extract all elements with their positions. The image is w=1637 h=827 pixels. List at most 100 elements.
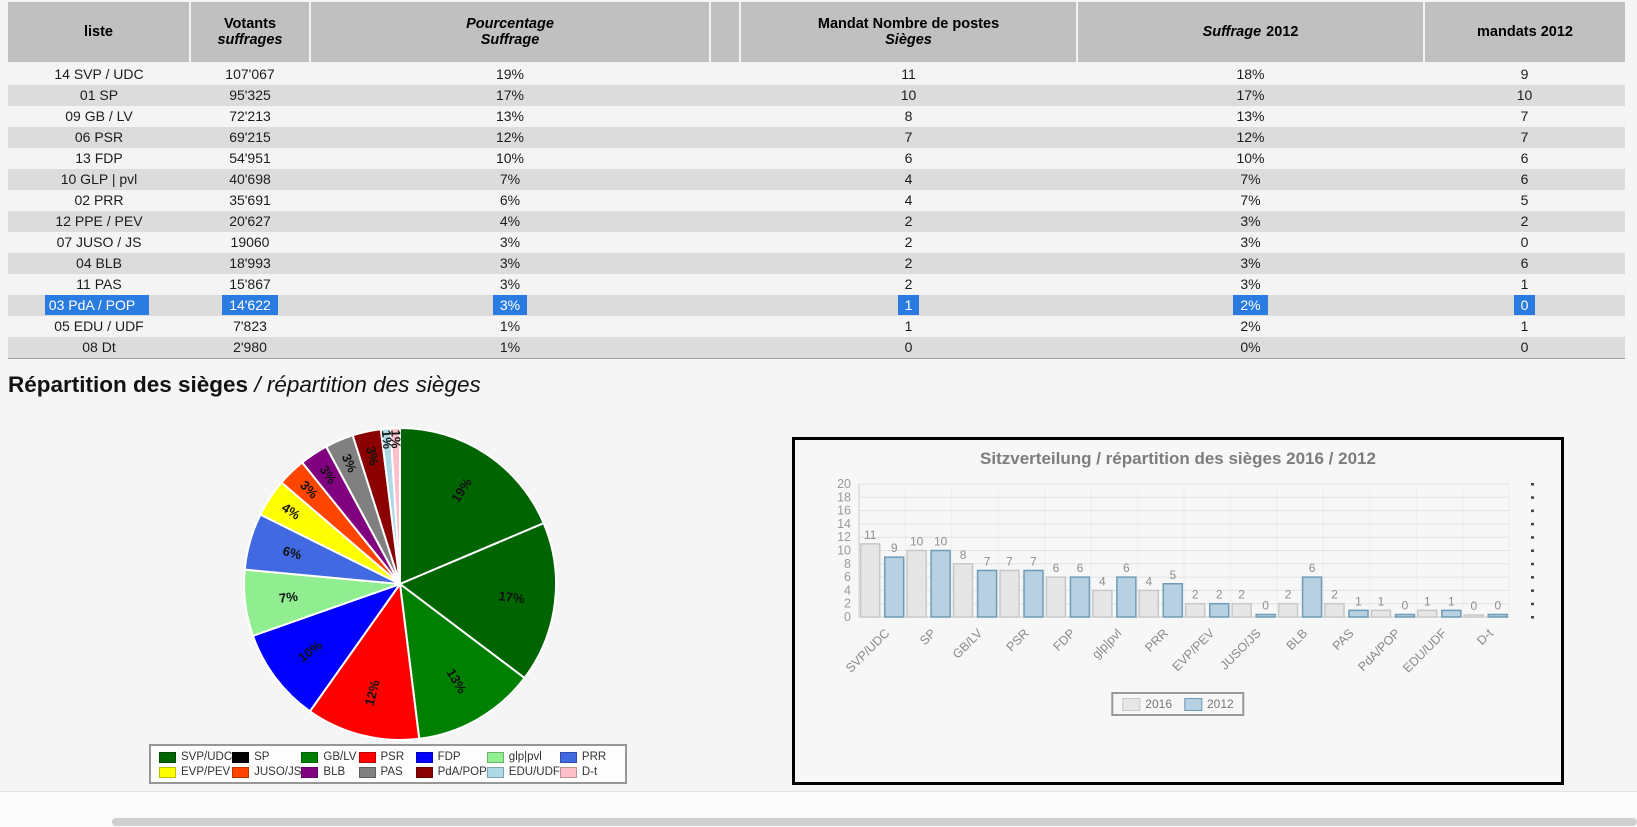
table-row[interactable]: 06 PSR 69'215 12% 7 12% 7 — [8, 127, 1625, 148]
table-cell[interactable]: 07 JUSO / JS — [56, 234, 142, 250]
table-cell[interactable]: 12% — [1236, 129, 1265, 145]
table-cell[interactable]: 3% — [310, 295, 710, 316]
table-cell[interactable]: 10% — [1236, 150, 1265, 166]
table-cell[interactable]: 54'951 — [229, 150, 271, 166]
table-cell[interactable]: 10 GLP | pvl — [60, 171, 138, 187]
table-row[interactable]: 04 BLB 18'993 3% 2 3% 6 — [8, 253, 1625, 274]
table-cell[interactable]: 9 — [1520, 66, 1529, 82]
table-cell[interactable]: 69'215 — [229, 129, 271, 145]
table-row[interactable]: 12 PPE / PEV 20'627 4% 2 3% 2 — [8, 211, 1625, 232]
table-cell[interactable]: 14 SVP / UDC — [54, 66, 144, 82]
table-cell[interactable]: 4% — [499, 213, 521, 229]
table-row[interactable]: 11 PAS 15'867 3% 2 3% 1 — [8, 274, 1625, 295]
table-cell[interactable]: 2 — [904, 255, 913, 271]
table-cell[interactable]: 6 — [1520, 171, 1529, 187]
table-cell[interactable]: 7 — [1520, 129, 1529, 145]
table-cell[interactable]: 18% — [1236, 66, 1265, 82]
table-cell[interactable]: 06 PSR — [74, 129, 124, 145]
table-cell[interactable]: 1% — [310, 337, 710, 359]
table-cell[interactable]: 7 — [904, 129, 913, 145]
table-cell[interactable]: 3% — [1240, 234, 1261, 250]
table-cell[interactable]: 03 PdA / POP — [8, 295, 190, 316]
table-cell[interactable]: 6 — [904, 150, 913, 166]
table-cell[interactable]: 04 BLB — [76, 255, 122, 271]
table-row[interactable]: 13 FDP 54'951 10% 6 10% 6 — [8, 148, 1625, 169]
table-cell[interactable]: 08 Dt — [8, 337, 190, 359]
table-cell[interactable]: 2 — [904, 276, 913, 292]
col-header-mandats-2012[interactable]: mandats 2012 — [1423, 2, 1625, 64]
table-cell[interactable]: 7% — [1240, 192, 1261, 208]
col-header-votants[interactable]: Votants suffrages — [189, 2, 310, 64]
table-cell[interactable]: 107'067 — [225, 66, 275, 82]
table-cell[interactable]: 0% — [1077, 337, 1424, 359]
table-cell[interactable]: 2 — [904, 213, 913, 229]
table-cell[interactable]: 6 — [1520, 150, 1529, 166]
table-row[interactable]: 10 GLP | pvl 40'698 7% 4 7% 6 — [8, 169, 1625, 190]
table-cell[interactable]: 72'213 — [229, 108, 271, 124]
col-header-mandat[interactable]: Mandat Nombre de postes Sièges — [739, 2, 1077, 64]
table-cell[interactable]: 10 — [900, 87, 917, 103]
table-cell[interactable]: 4 — [904, 192, 913, 208]
table-cell[interactable]: 1 — [1520, 276, 1529, 292]
table-cell[interactable]: 6% — [499, 192, 521, 208]
table-cell[interactable]: 11 — [901, 66, 916, 82]
table-cell[interactable]: 7% — [499, 171, 521, 187]
table-cell[interactable]: 09 GB / LV — [65, 108, 133, 124]
table-cell[interactable]: 3% — [1240, 276, 1261, 292]
table-cell[interactable]: 01 SP — [79, 87, 119, 103]
table-cell[interactable]: 3% — [499, 255, 521, 271]
table-row[interactable]: 02 PRR 35'691 6% 4 7% 5 — [8, 190, 1625, 211]
table-cell[interactable]: 6 — [1520, 255, 1529, 271]
table-cell[interactable]: 40'698 — [229, 171, 271, 187]
table-cell[interactable]: 3% — [499, 234, 521, 250]
table-cell[interactable]: 14'622 — [190, 295, 310, 316]
table-cell[interactable]: 5 — [1520, 192, 1529, 208]
table-row[interactable]: 03 PdA / POP 14'622 3% 1 2% 0 — [8, 295, 1625, 316]
table-row[interactable]: 08 Dt 2'980 1% 0 0% 0 — [8, 337, 1625, 359]
table-cell[interactable]: 13% — [495, 108, 525, 124]
table-cell[interactable]: 17% — [1236, 87, 1265, 103]
table-cell[interactable]: 0 — [1520, 234, 1529, 250]
table-cell[interactable]: 1 — [740, 295, 1077, 316]
table-cell[interactable]: 3% — [1240, 213, 1261, 229]
table-cell[interactable]: 7 — [1520, 108, 1529, 124]
table-row[interactable]: 05 EDU / UDF 7'823 1% 1 2% 1 — [8, 316, 1625, 337]
table-cell[interactable]: 12 PPE / PEV — [55, 213, 143, 229]
table-cell[interactable]: 4 — [904, 171, 913, 187]
table-cell[interactable]: 2 — [904, 234, 913, 250]
table-row[interactable]: 01 SP 95'325 17% 10 17% 10 — [8, 85, 1625, 106]
table-cell[interactable]: 2% — [1077, 295, 1424, 316]
table-cell[interactable]: 10% — [495, 150, 525, 166]
table-cell[interactable]: 2 — [1520, 213, 1529, 229]
table-cell[interactable]: 8 — [904, 108, 913, 124]
table-cell[interactable]: 95'325 — [229, 87, 271, 103]
table-cell[interactable]: 0 — [740, 337, 1077, 359]
table-row[interactable]: 07 JUSO / JS 19060 3% 2 3% 0 — [8, 232, 1625, 253]
horizontal-scrollbar[interactable] — [112, 818, 1637, 826]
table-cell[interactable]: 10 — [1516, 87, 1533, 103]
table-cell[interactable]: 02 PRR — [74, 192, 124, 208]
table-row[interactable]: 09 GB / LV 72'213 13% 8 13% 7 — [8, 106, 1625, 127]
table-cell[interactable]: 13% — [1236, 108, 1265, 124]
table-cell[interactable]: 1% — [499, 318, 521, 334]
table-cell[interactable]: 3% — [499, 276, 521, 292]
table-row[interactable]: 14 SVP / UDC 107'067 19% 11 18% 9 — [8, 63, 1625, 85]
table-cell[interactable]: 2% — [1240, 318, 1261, 334]
table-cell[interactable]: 1 — [1520, 318, 1529, 334]
table-cell[interactable]: 12% — [495, 129, 525, 145]
table-cell[interactable]: 35'691 — [229, 192, 271, 208]
table-cell[interactable]: 7'823 — [233, 318, 267, 334]
table-cell[interactable]: 05 EDU / UDF — [54, 318, 144, 334]
table-cell[interactable]: 0 — [1424, 295, 1625, 316]
col-header-liste[interactable]: liste — [8, 2, 190, 64]
table-cell[interactable]: 20'627 — [229, 213, 271, 229]
table-cell[interactable]: 11 PAS — [76, 276, 122, 292]
table-cell[interactable]: 18'993 — [229, 255, 271, 271]
col-header-pourcentage[interactable]: Pourcentage Suffrage — [309, 2, 710, 64]
table-cell[interactable]: 1 — [904, 318, 913, 334]
table-cell[interactable]: 3% — [1240, 255, 1261, 271]
table-cell[interactable]: 0 — [1424, 337, 1625, 359]
col-header-suffrage-2012[interactable]: Suffrage 2012 — [1076, 2, 1424, 64]
table-cell[interactable]: 7% — [1240, 171, 1261, 187]
table-cell[interactable]: 15'867 — [229, 276, 271, 292]
